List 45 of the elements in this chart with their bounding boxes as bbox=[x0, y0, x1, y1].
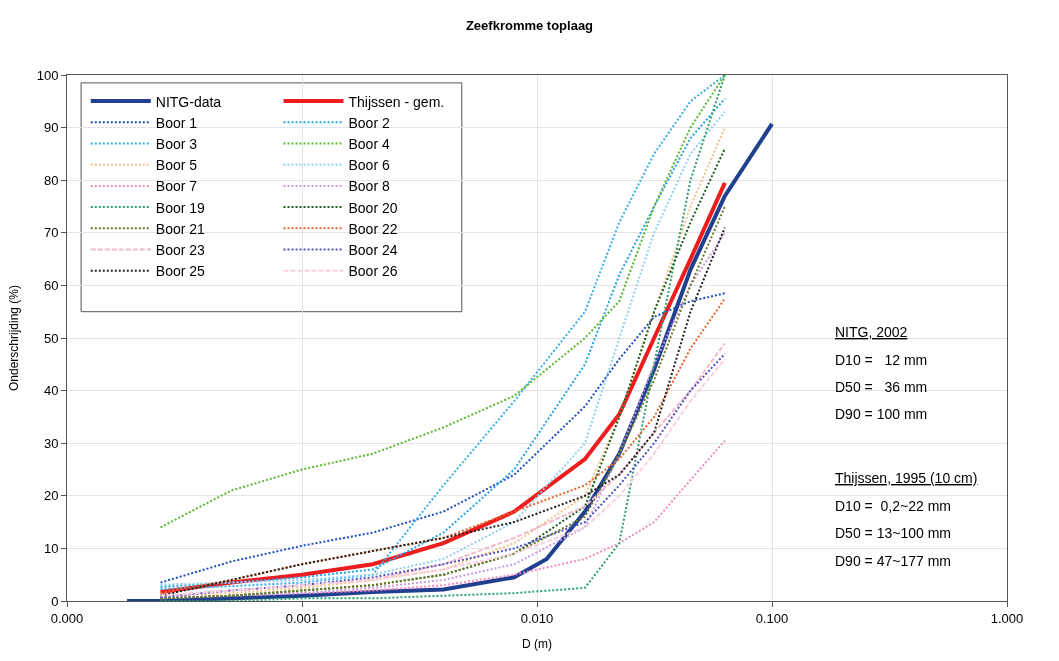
y-tick-label: 100 bbox=[36, 67, 59, 83]
legend-label: Boor 26 bbox=[348, 263, 398, 280]
annotation: D10 = 12 mm bbox=[835, 352, 928, 368]
annotation: D90 = 100 mm bbox=[835, 406, 928, 422]
x-tick-label: 0.001 bbox=[285, 610, 319, 626]
y-tick-label: 60 bbox=[43, 277, 59, 293]
y-tick-label: 90 bbox=[43, 120, 59, 136]
legend-label: Boor 8 bbox=[348, 178, 390, 195]
legend-label: Boor 1 bbox=[155, 114, 198, 131]
annotation: D10 = 0,2~22 mm bbox=[835, 498, 951, 514]
legend-label: Boor 19 bbox=[155, 199, 206, 216]
y-tick-label: 10 bbox=[43, 540, 59, 556]
annotation: D50 = 13~100 mm bbox=[835, 525, 951, 541]
annotation: D50 = 36 mm bbox=[835, 379, 928, 395]
x-tick-label: 0.000 bbox=[50, 610, 84, 626]
legend-label: Boor 24 bbox=[348, 241, 398, 258]
annotation: NITG, 2002 bbox=[835, 324, 908, 340]
legend-label: Thijssen - gem. bbox=[348, 93, 445, 110]
legend-label: Boor 4 bbox=[348, 135, 390, 152]
x-tick-label: 0.010 bbox=[520, 610, 554, 626]
legend-label: Boor 7 bbox=[155, 178, 198, 195]
x-axis-title: D (m) bbox=[522, 637, 552, 652]
y-tick-label: 20 bbox=[43, 488, 59, 504]
chart-title: Zeefkromme toplaag bbox=[465, 17, 594, 33]
y-tick-label: 70 bbox=[43, 225, 59, 241]
y-axis-title: Onderschrijding (%) bbox=[7, 284, 21, 392]
y-tick-label: 40 bbox=[43, 383, 59, 399]
y-tick-label: 50 bbox=[43, 330, 59, 346]
legend-label: Boor 21 bbox=[155, 220, 206, 237]
y-tick-label: 80 bbox=[43, 172, 59, 188]
annotation: D90 = 47~177 mm bbox=[835, 553, 951, 569]
legend-label: Boor 3 bbox=[155, 135, 198, 152]
y-tick-label: 0 bbox=[51, 593, 59, 609]
legend-label: Boor 5 bbox=[155, 157, 198, 174]
legend-label: Boor 20 bbox=[348, 199, 398, 216]
x-tick-label: 1.000 bbox=[990, 610, 1024, 626]
legend-label: Boor 23 bbox=[155, 241, 206, 258]
legend-label: Boor 22 bbox=[348, 220, 398, 237]
legend-label: Boor 2 bbox=[348, 114, 390, 131]
legend-label: Boor 25 bbox=[155, 263, 206, 280]
y-tick-label: 30 bbox=[43, 435, 59, 451]
annotation: Thijssen, 1995 (10 cm) bbox=[835, 470, 978, 486]
legend-label: Boor 6 bbox=[348, 157, 390, 174]
x-tick-label: 0.100 bbox=[755, 610, 789, 626]
legend-label: NITG-data bbox=[155, 93, 222, 110]
